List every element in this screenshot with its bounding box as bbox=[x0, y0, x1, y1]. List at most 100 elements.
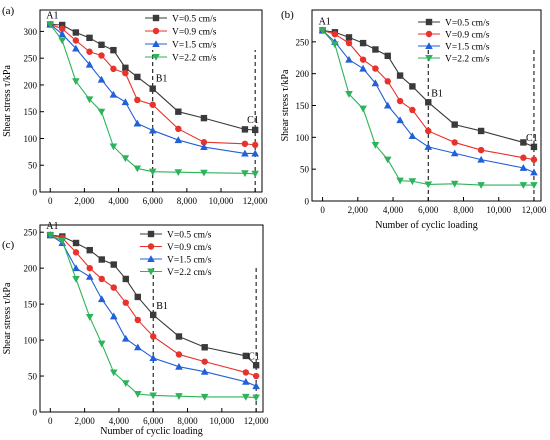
data-point bbox=[174, 136, 183, 144]
data-point bbox=[175, 393, 183, 400]
y-tick-label: 200 bbox=[24, 80, 38, 90]
point-annotation: B1 bbox=[431, 88, 443, 99]
x-tick-label: 4,000 bbox=[109, 416, 130, 426]
series-3 bbox=[46, 231, 260, 390]
y-tick-label: 50 bbox=[28, 161, 38, 171]
data-point bbox=[121, 380, 130, 388]
data-point bbox=[252, 362, 260, 369]
x-tick-label: 8,000 bbox=[453, 205, 474, 215]
point-annotation: A1 bbox=[319, 16, 331, 27]
data-point bbox=[450, 149, 459, 157]
data-point bbox=[149, 101, 156, 108]
x-tick-label: 0 bbox=[320, 205, 325, 215]
data-point bbox=[200, 143, 208, 151]
series-4 bbox=[46, 21, 259, 178]
legend-label: V=0.5 cm/s bbox=[167, 231, 212, 241]
x-axis-label: Number of cyclic loading bbox=[375, 220, 477, 231]
data-point bbox=[72, 44, 80, 52]
data-point bbox=[98, 275, 105, 283]
legend-marker bbox=[152, 27, 160, 35]
data-point bbox=[175, 333, 183, 340]
data-point bbox=[241, 126, 249, 133]
x-tick-label: 4,000 bbox=[108, 196, 129, 206]
data-point bbox=[383, 101, 392, 109]
data-point bbox=[519, 164, 528, 171]
data-point bbox=[252, 394, 260, 402]
series-2 bbox=[319, 27, 538, 163]
data-point bbox=[97, 295, 106, 303]
data-point bbox=[372, 46, 379, 53]
legend-marker bbox=[147, 230, 155, 238]
data-point bbox=[372, 65, 379, 72]
legend-label: V=0.9 cm/s bbox=[167, 243, 212, 253]
data-point bbox=[86, 246, 93, 254]
data-point bbox=[242, 352, 250, 360]
data-point bbox=[58, 30, 66, 38]
data-point bbox=[200, 139, 208, 146]
plot-frame bbox=[39, 224, 264, 413]
data-point bbox=[109, 90, 118, 98]
y-tick-label: 150 bbox=[24, 107, 38, 117]
data-point bbox=[359, 39, 367, 47]
data-point bbox=[241, 170, 249, 178]
data-point bbox=[371, 79, 380, 87]
legend-label: V=1.5 cm/s bbox=[167, 256, 212, 266]
data-point bbox=[149, 354, 158, 362]
data-point bbox=[148, 168, 157, 176]
y-axis-label: Shear stress τ/kPa bbox=[2, 65, 13, 137]
data-point bbox=[72, 275, 80, 283]
x-tick-label: 12,000 bbox=[522, 205, 547, 215]
data-point bbox=[148, 126, 157, 134]
data-point bbox=[450, 180, 459, 188]
data-point bbox=[345, 55, 353, 63]
data-point bbox=[109, 143, 118, 151]
legend: V=0.5 cm/s V=0.9 cm/s V=1.5 cm/s V=2.2 cm/s bbox=[145, 15, 217, 64]
x-tick-label: 10,000 bbox=[209, 196, 234, 206]
data-point bbox=[425, 99, 432, 106]
data-point bbox=[72, 78, 80, 85]
data-point bbox=[72, 239, 80, 247]
series-3 bbox=[46, 20, 259, 157]
panel-label: (b) bbox=[281, 9, 294, 21]
x-tick-label: 4,000 bbox=[383, 205, 404, 215]
series-4 bbox=[318, 27, 538, 189]
legend-label: V=0.9 cm/s bbox=[445, 31, 490, 41]
data-point bbox=[175, 125, 182, 133]
y-tick-label: 250 bbox=[296, 37, 310, 47]
data-point bbox=[251, 141, 259, 149]
data-point bbox=[530, 168, 538, 176]
y-tick-label: 100 bbox=[296, 133, 310, 143]
y-tick-label: 50 bbox=[28, 372, 38, 382]
data-point bbox=[384, 78, 391, 85]
data-point bbox=[134, 73, 141, 81]
data-point bbox=[331, 30, 339, 38]
y-tick-label: 0 bbox=[305, 197, 310, 207]
legend-marker bbox=[425, 30, 433, 38]
y-tick-label: 250 bbox=[24, 228, 38, 238]
data-point bbox=[251, 126, 259, 134]
data-point bbox=[345, 34, 353, 41]
data-point bbox=[520, 139, 527, 146]
x-tick-label: 8,000 bbox=[177, 416, 198, 426]
data-point bbox=[59, 21, 66, 29]
x-tick-label: 8,000 bbox=[177, 196, 198, 206]
data-point bbox=[359, 56, 367, 63]
legend-marker bbox=[425, 55, 433, 62]
data-point bbox=[251, 149, 259, 157]
data-point bbox=[530, 182, 538, 189]
data-point bbox=[134, 293, 141, 301]
legend-marker bbox=[147, 268, 155, 276]
data-point bbox=[359, 64, 367, 72]
data-point bbox=[408, 132, 417, 140]
data-point bbox=[371, 141, 380, 149]
legend-label: V=2.2 cm/s bbox=[167, 268, 212, 278]
x-tick-label: 6,000 bbox=[143, 196, 164, 206]
data-point bbox=[122, 299, 129, 306]
point-annotation: C1 bbox=[248, 351, 260, 362]
legend-label: V=2.2 cm/s bbox=[172, 54, 217, 64]
data-point bbox=[451, 121, 458, 128]
data-point bbox=[72, 264, 80, 272]
data-point bbox=[251, 170, 259, 178]
data-point bbox=[201, 358, 208, 365]
